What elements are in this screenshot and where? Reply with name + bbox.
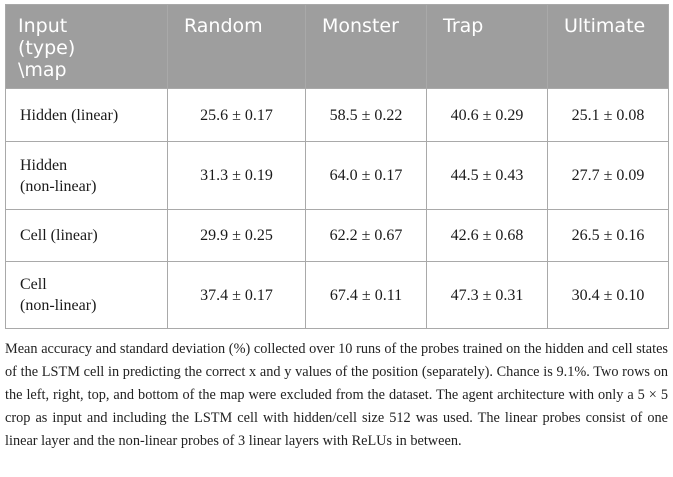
- column-header-ultimate: Ultimate: [547, 4, 669, 89]
- row-label-line: Cell (linear): [20, 227, 98, 244]
- table-figure: Input (type) \map Random Monster Trap Ul…: [5, 4, 669, 453]
- table-cell: 25.1 ± 0.08: [547, 88, 669, 142]
- column-header-random: Random: [167, 4, 306, 89]
- table-cell: 44.5 ± 0.43: [426, 141, 548, 210]
- table-cell: 31.3 ± 0.19: [167, 141, 306, 210]
- row-label-line: (non-linear): [20, 297, 97, 314]
- table-cell: 67.4 ± 0.11: [305, 261, 427, 329]
- table-row: Hidden (non-linear) 31.3 ± 0.19 64.0 ± 0…: [5, 141, 669, 210]
- row-label-line: (non-linear): [20, 177, 97, 195]
- table-cell: 27.7 ± 0.09: [547, 141, 669, 210]
- row-label-line: Hidden (linear): [20, 106, 119, 124]
- table-cell: 30.4 ± 0.10: [547, 261, 669, 329]
- table-cell: 62.2 ± 0.67: [305, 209, 427, 262]
- row-label-line: Hidden: [20, 156, 68, 174]
- table-cell: 40.6 ± 0.29: [426, 88, 548, 142]
- column-header-trap: Trap: [426, 4, 548, 89]
- table-cell: 64.0 ± 0.17: [305, 141, 427, 210]
- results-table: Input (type) \map Random Monster Trap Ul…: [5, 4, 669, 329]
- row-label: Cell (non-linear): [5, 261, 168, 329]
- corner-header-line: \map: [18, 59, 67, 81]
- table-caption: Mean accuracy and standard deviation (%)…: [5, 341, 668, 449]
- row-label: Hidden (linear): [5, 88, 168, 142]
- table-row: Cell (linear) 29.9 ± 0.25 62.2 ± 0.67 42…: [5, 209, 669, 262]
- header-row: Input (type) \map Random Monster Trap Ul…: [5, 4, 669, 89]
- table-cell: 25.6 ± 0.17: [167, 88, 306, 142]
- table-cell: 29.9 ± 0.25: [167, 209, 306, 262]
- corner-header-line: (type): [18, 37, 76, 59]
- row-label: Hidden (non-linear): [5, 141, 168, 210]
- table-cell: 58.5 ± 0.22: [305, 88, 427, 142]
- table-cell: 37.4 ± 0.17: [167, 261, 306, 329]
- row-label: Cell (linear): [5, 209, 168, 262]
- row-label-line: Cell: [20, 276, 47, 293]
- corner-header-line: Input: [18, 15, 68, 37]
- table-cell: 26.5 ± 0.16: [547, 209, 669, 262]
- table-cell: 47.3 ± 0.31: [426, 261, 548, 329]
- corner-header: Input (type) \map: [5, 4, 168, 89]
- column-header-monster: Monster: [305, 4, 427, 89]
- table-row: Hidden (linear) 25.6 ± 0.17 58.5 ± 0.22 …: [5, 88, 669, 142]
- table-cell: 42.6 ± 0.68: [426, 209, 548, 262]
- table-row: Cell (non-linear) 37.4 ± 0.17 67.4 ± 0.1…: [5, 261, 669, 329]
